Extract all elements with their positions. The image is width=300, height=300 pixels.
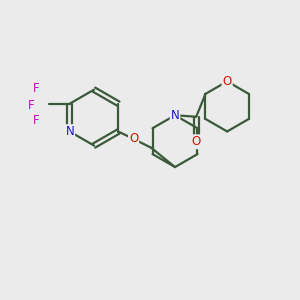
- Text: F: F: [33, 114, 39, 127]
- Text: O: O: [223, 75, 232, 88]
- Text: O: O: [192, 135, 201, 148]
- Text: F: F: [28, 99, 35, 112]
- Text: F: F: [33, 82, 39, 95]
- Text: N: N: [65, 125, 74, 138]
- Text: O: O: [129, 133, 138, 146]
- Text: N: N: [171, 109, 179, 122]
